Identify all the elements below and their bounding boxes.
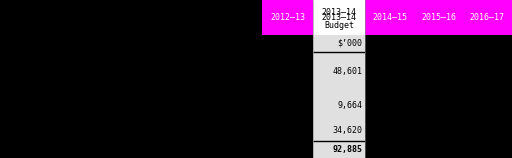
- Bar: [365, 35, 415, 52]
- Text: Budget: Budget: [324, 21, 354, 30]
- Text: 2014–15: 2014–15: [372, 13, 408, 22]
- Text: 2015–16: 2015–16: [421, 13, 456, 22]
- Bar: [365, 0, 415, 35]
- Bar: [415, 141, 463, 158]
- Bar: [313, 90, 365, 120]
- Bar: [463, 0, 512, 35]
- Bar: [463, 35, 512, 52]
- Bar: [313, 35, 365, 52]
- Bar: [365, 52, 415, 90]
- Bar: [463, 120, 512, 141]
- Text: 92,885: 92,885: [332, 145, 362, 154]
- Bar: [415, 90, 463, 120]
- Bar: [262, 35, 313, 52]
- Bar: [365, 120, 415, 141]
- Text: 34,620: 34,620: [332, 126, 362, 135]
- Bar: [415, 35, 463, 52]
- Bar: [313, 52, 365, 90]
- Text: $’000: $’000: [337, 39, 362, 48]
- Bar: [463, 141, 512, 158]
- Text: 48,601: 48,601: [332, 67, 362, 76]
- Bar: [262, 0, 313, 35]
- Text: 2013–14: 2013–14: [322, 8, 356, 17]
- Bar: [313, 0, 365, 35]
- Text: 9,664: 9,664: [337, 101, 362, 109]
- Bar: [463, 52, 512, 90]
- Bar: [415, 120, 463, 141]
- Bar: [262, 120, 313, 141]
- Bar: [262, 52, 313, 90]
- Bar: [262, 141, 313, 158]
- Text: 2016–17: 2016–17: [470, 13, 505, 22]
- Bar: [0, 0, 262, 158]
- Text: 2013–14: 2013–14: [322, 13, 356, 22]
- Bar: [313, 141, 365, 158]
- Text: 2012–13: 2012–13: [270, 13, 305, 22]
- Bar: [463, 90, 512, 120]
- Bar: [415, 0, 463, 35]
- Bar: [313, 120, 365, 141]
- Bar: [365, 141, 415, 158]
- Bar: [365, 90, 415, 120]
- Bar: [313, 0, 365, 35]
- Bar: [415, 52, 463, 90]
- Bar: [262, 90, 313, 120]
